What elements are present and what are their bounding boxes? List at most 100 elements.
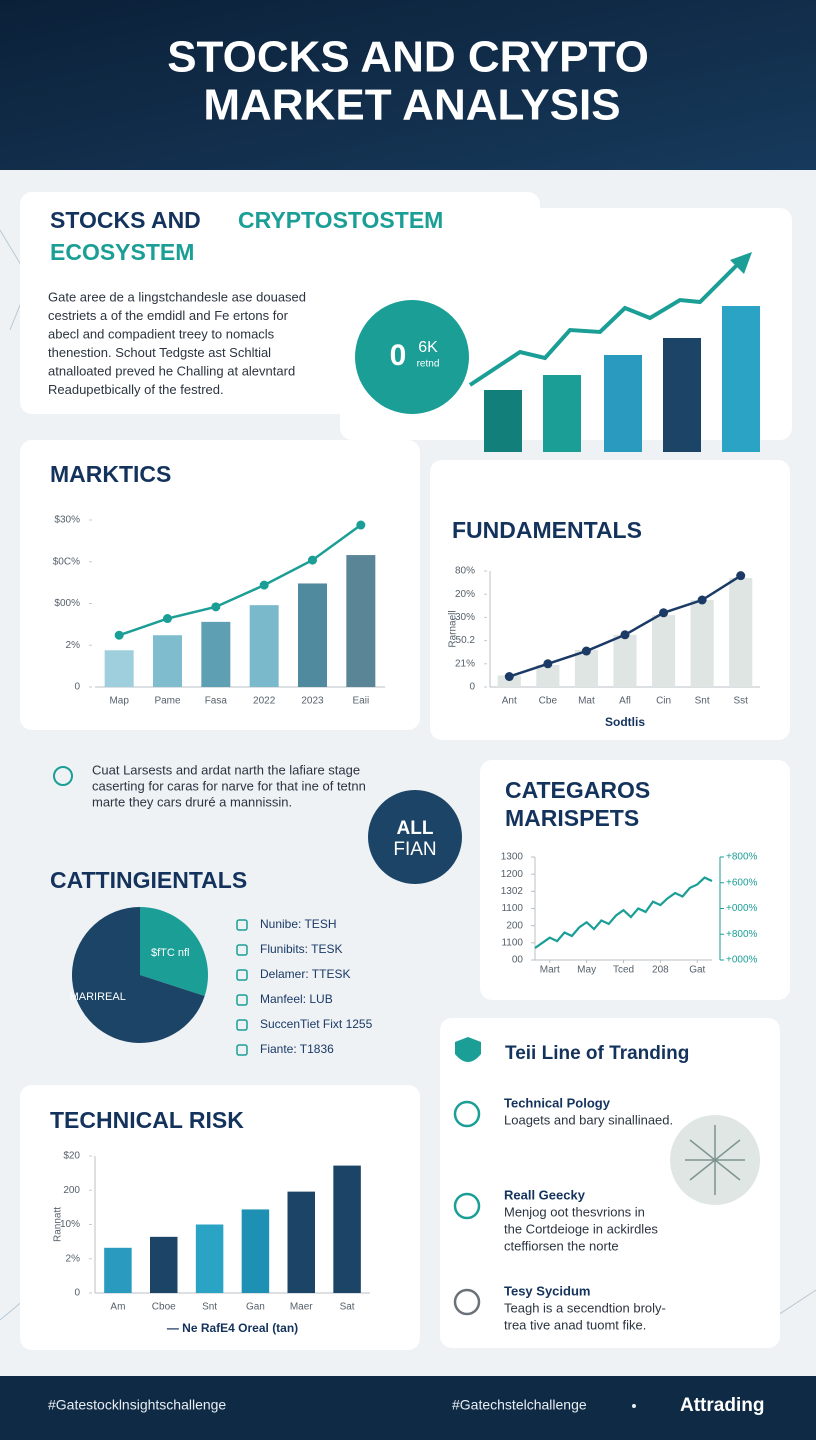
feature-text: the Cortdeioge in ackirdles xyxy=(504,1221,658,1236)
intro-title-accent: CRYPTOSTOSTEM xyxy=(238,207,443,233)
x-tick-label: Map xyxy=(109,696,129,707)
x-tick-label: 208 xyxy=(652,965,669,976)
badge2-text: ALL xyxy=(397,818,434,839)
intro-line: Readupetbically of the festred. xyxy=(48,382,224,397)
bar xyxy=(150,1236,178,1293)
line xyxy=(534,876,713,949)
pie-slice xyxy=(140,907,209,997)
x-tick-label: Mart xyxy=(540,965,560,976)
pie-label: $fTC nfl xyxy=(151,947,190,959)
x-tick-label: Snt xyxy=(202,1302,217,1313)
y-tick-label: 1100 xyxy=(501,903,523,914)
footer-tag: #Gatestocklnsightschallenge xyxy=(48,1397,226,1413)
chart-title: CATEGAROS xyxy=(505,777,650,803)
line-point xyxy=(736,571,746,581)
intro-line: atnalloated preved he Challing at alevnt… xyxy=(48,363,295,378)
line-point xyxy=(543,659,553,669)
hero-trend xyxy=(468,260,742,387)
y-tick-label: $20 xyxy=(63,1151,80,1162)
line-point xyxy=(308,555,317,565)
note-text: Cuat Larsests and ardat narth the lafiar… xyxy=(92,762,366,809)
note-line: caserting for caras for narve for that i… xyxy=(92,778,366,793)
x-tick-label: Eaii xyxy=(352,696,369,707)
y-tick-label: 80% xyxy=(455,566,475,577)
feature-icon xyxy=(453,1100,481,1128)
x-tick-label: 2022 xyxy=(253,696,276,707)
x-tick-label: Snt xyxy=(695,696,710,707)
intro-title: STOCKS AND xyxy=(50,207,201,233)
bar xyxy=(536,664,560,687)
x-tick-label: Gat xyxy=(689,965,705,976)
network-lines xyxy=(685,1125,745,1195)
list-icon xyxy=(236,944,248,956)
y-tick-label: 2% xyxy=(66,640,81,651)
hero-badge xyxy=(355,300,469,414)
features: Teii Line of Tranding Technical Pology Loa… xyxy=(453,1037,689,1332)
bar xyxy=(652,615,676,687)
feature-icon xyxy=(453,1192,481,1220)
y2-tick-label: +800% xyxy=(726,852,758,863)
y-tick-label: 30% xyxy=(455,612,475,623)
y-tick-label: $0C% xyxy=(53,556,80,567)
x-tick-label: Cboe xyxy=(152,1302,176,1313)
intro-line: abecl and compadient treey to nomacls xyxy=(48,326,275,341)
bar xyxy=(104,650,134,687)
feature-text: trea tive anad tuomt fike. xyxy=(504,1317,646,1332)
x-tick-label: Afl xyxy=(619,696,631,707)
line-point xyxy=(504,672,514,682)
chart-title: TECHNICAL RISK xyxy=(50,1107,244,1133)
feature-shield xyxy=(455,1037,481,1062)
x-tick-label: Tced xyxy=(613,965,634,976)
bar xyxy=(104,1247,132,1293)
line-point xyxy=(163,614,172,624)
line-point xyxy=(581,646,591,656)
bar xyxy=(346,555,376,687)
note-line: marte they cars druré a mannissin. xyxy=(92,794,292,809)
feature-text: Loagets and bary sinallinaed. xyxy=(504,1112,673,1127)
y-tick-label: 0 xyxy=(74,682,80,693)
feature-title: Reall Geecky xyxy=(504,1187,586,1202)
hero-arrow xyxy=(730,252,752,274)
footer-tag: #Gatechstelchallenge xyxy=(452,1397,587,1413)
hero-bar xyxy=(484,390,522,452)
bar xyxy=(497,675,521,687)
line-point xyxy=(620,630,630,640)
list-icon xyxy=(236,994,248,1006)
x-tick-label: Fasa xyxy=(205,696,228,707)
x-tick-label: Cbe xyxy=(539,696,558,707)
feature-title: Technical Pology xyxy=(504,1095,611,1110)
x-tick-label: Ant xyxy=(502,696,517,707)
bar xyxy=(298,583,327,687)
hero-bar xyxy=(543,375,581,452)
pie-label: MARIREAL xyxy=(70,991,126,1003)
y-tick-label: 50.2 xyxy=(456,635,476,646)
list-icon xyxy=(236,1044,248,1056)
x-tick-label: Am xyxy=(110,1302,125,1313)
feature-card xyxy=(440,1018,780,1348)
y-tick-label: $00% xyxy=(54,598,80,609)
line-point xyxy=(697,595,707,605)
badge-unit: 6K xyxy=(418,339,438,356)
bar xyxy=(574,649,598,687)
x-tick-label: 2023 xyxy=(301,696,324,707)
y-tick-label: 21% xyxy=(455,658,475,669)
chart-title: FUNDAMENTALS xyxy=(452,517,642,543)
y-tick-label: 0 xyxy=(469,682,475,693)
x-tick-label: Cin xyxy=(656,696,671,707)
y-tick-label: 1200 xyxy=(501,869,524,880)
bar xyxy=(241,1209,270,1293)
y-tick-label: 20% xyxy=(455,589,475,600)
x-tick-label: Gan xyxy=(246,1302,265,1313)
intro-line: Gate aree de a lingstchandesle ase douas… xyxy=(48,289,306,304)
feature-text: Menjog oot thesvrions in xyxy=(504,1204,645,1219)
line-point xyxy=(659,608,669,618)
list-item: Manfeel: LUB xyxy=(260,992,333,1006)
badge2-text: FIAN xyxy=(393,839,436,860)
x-tick-label: Mat xyxy=(578,696,595,707)
list-item: Nunibe: TESH xyxy=(260,917,336,931)
features-title: Teii Line of Tranding xyxy=(505,1043,689,1064)
badge-value: 0 xyxy=(390,339,407,372)
note-line: Cuat Larsests and ardat narth the lafiar… xyxy=(92,762,360,777)
note-icon xyxy=(53,766,73,786)
